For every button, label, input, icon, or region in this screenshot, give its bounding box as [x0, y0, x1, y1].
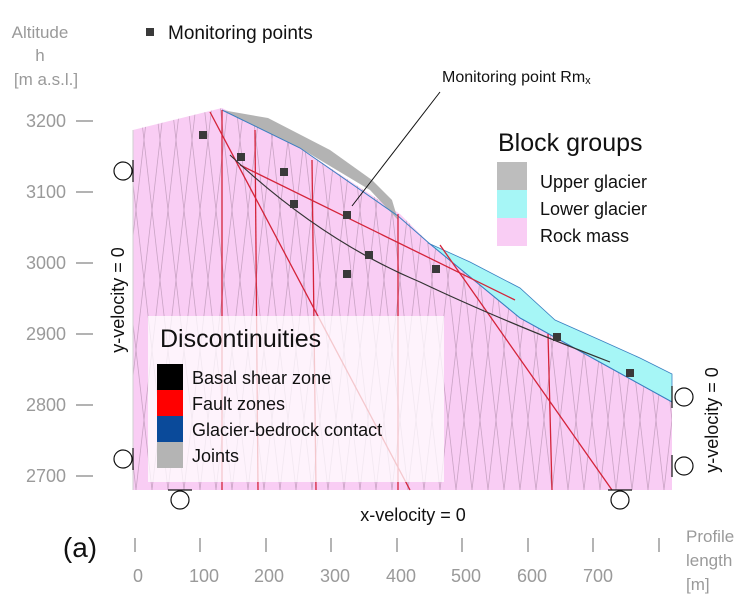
y-axis-ticks: 3200 3100 3000 2900 2800 2700 — [26, 111, 66, 486]
panel-label: (a) — [63, 532, 97, 563]
svg-text:Altitude: Altitude — [12, 23, 69, 42]
glacier-bedrock-contact — [221, 109, 673, 403]
y-axis-tick-marks — [76, 120, 93, 477]
svg-text:2800: 2800 — [26, 395, 66, 415]
roller-supports — [113, 160, 694, 510]
discontinuities-title: Discontinuities — [160, 325, 321, 353]
svg-text:400: 400 — [386, 566, 416, 586]
svg-text:[m a.s.l.]: [m a.s.l.] — [14, 70, 78, 89]
svg-text:300: 300 — [320, 566, 350, 586]
x-axis-title: Profile length [m] — [686, 527, 734, 594]
legend-swatch-glacier-bedrock-contact — [157, 416, 183, 442]
left-boundary-label: y-velocity = 0 — [108, 247, 128, 353]
svg-text:600: 600 — [517, 566, 547, 586]
bottom-boundary-label: x-velocity = 0 — [360, 505, 466, 525]
legend-label-joints: Joints — [192, 446, 239, 466]
svg-text:3000: 3000 — [26, 253, 66, 273]
callout-leader-line — [351, 91, 441, 207]
roller-right-top — [671, 386, 694, 408]
svg-text:length: length — [686, 551, 732, 570]
svg-text:[m]: [m] — [686, 575, 710, 594]
legend-label-lower-glacier: Lower glacier — [540, 199, 647, 219]
callout-label: Monitoring point Rmx — [442, 69, 591, 87]
svg-text:2900: 2900 — [26, 324, 66, 344]
roller-left-top — [113, 160, 134, 182]
legend-label-upper-glacier: Upper glacier — [540, 172, 647, 192]
roller-left-bottom — [113, 448, 134, 470]
roller-bottom-left — [168, 489, 192, 510]
basal-shear-zone — [229, 154, 611, 363]
svg-text:0: 0 — [133, 566, 143, 586]
svg-text:3200: 3200 — [26, 111, 66, 131]
svg-text:3100: 3100 — [26, 182, 66, 202]
svg-text:500: 500 — [451, 566, 481, 586]
svg-text:h: h — [35, 46, 44, 65]
discontinuities-legend-box — [148, 316, 444, 482]
svg-text:700: 700 — [583, 566, 613, 586]
svg-text:Profile: Profile — [686, 527, 734, 546]
svg-text:100: 100 — [189, 566, 219, 586]
roller-bottom-right — [608, 489, 632, 510]
legend-label-fault-zones: Fault zones — [192, 394, 285, 414]
legend-swatch-upper-glacier — [497, 162, 527, 190]
monitoring-points — [199, 131, 634, 377]
svg-text:200: 200 — [254, 566, 284, 586]
legend-swatch-basal-shear-zone — [157, 364, 183, 390]
roller-right-bottom — [671, 455, 694, 477]
monitoring-legend-label: Monitoring points — [168, 23, 313, 44]
y-axis-title: Altitude h [m a.s.l.] — [12, 23, 78, 89]
svg-text:2700: 2700 — [26, 466, 66, 486]
legend-label-glacier-bedrock-contact: Glacier-bedrock contact — [192, 420, 382, 440]
legend-label-rock-mass: Rock mass — [540, 226, 629, 246]
block-groups-title: Block groups — [498, 129, 643, 157]
monitoring-legend-marker — [146, 28, 154, 36]
legend-swatch-joints — [157, 442, 183, 468]
right-boundary-label: y-velocity = 0 — [702, 367, 722, 473]
legend-swatch-fault-zones — [157, 390, 183, 416]
legend-label-basal-shear-zone: Basal shear zone — [192, 368, 331, 388]
legend-swatch-rock-mass — [497, 218, 527, 246]
x-axis-ticks: 0 100 200 300 400 500 600 700 — [133, 566, 613, 586]
x-axis-tick-marks — [134, 538, 660, 552]
legend-swatch-lower-glacier — [497, 190, 527, 218]
